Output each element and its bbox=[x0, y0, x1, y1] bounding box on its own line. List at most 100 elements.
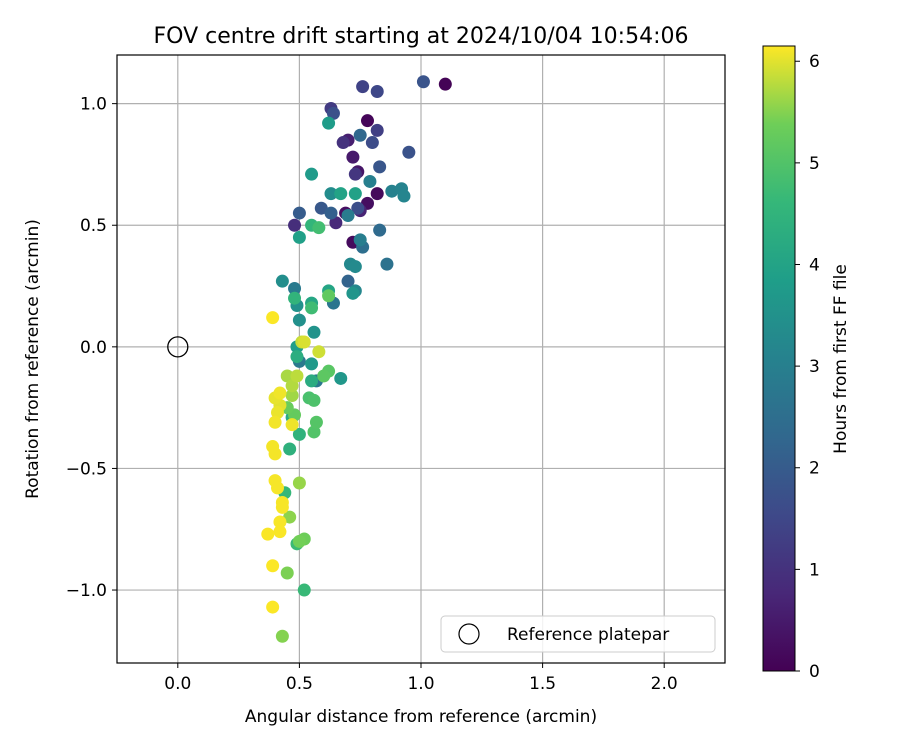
data-point bbox=[268, 415, 282, 429]
data-point bbox=[314, 201, 328, 215]
data-point bbox=[280, 566, 294, 580]
data-point bbox=[275, 274, 289, 288]
x-tick-label: 0.0 bbox=[164, 674, 191, 694]
data-point bbox=[348, 167, 362, 181]
data-point bbox=[266, 559, 280, 573]
data-point bbox=[385, 184, 399, 198]
colorbar-tick-label: 5 bbox=[809, 154, 820, 174]
data-point bbox=[285, 388, 299, 402]
colorbar-tick-label: 2 bbox=[809, 459, 820, 479]
data-point bbox=[307, 425, 321, 439]
reference-point bbox=[167, 336, 189, 358]
data-point bbox=[275, 500, 289, 514]
data-point bbox=[341, 209, 355, 223]
data-point bbox=[297, 583, 311, 597]
data-point bbox=[370, 84, 384, 98]
data-point bbox=[336, 136, 350, 150]
data-point bbox=[348, 260, 362, 274]
data-point bbox=[292, 313, 306, 327]
data-point bbox=[402, 145, 416, 159]
data-point bbox=[292, 427, 306, 441]
data-point bbox=[290, 369, 304, 383]
data-point bbox=[305, 374, 319, 388]
y-axis-ticks: −1.0 −0.5 0.0 0.5 1.0 bbox=[66, 95, 117, 601]
data-point bbox=[307, 325, 321, 339]
y-tick-label: 0.0 bbox=[80, 338, 107, 358]
data-point bbox=[283, 442, 297, 456]
colorbar-tick-label: 6 bbox=[809, 52, 820, 72]
data-point bbox=[329, 216, 343, 230]
data-point bbox=[324, 187, 338, 201]
data-points bbox=[261, 75, 452, 643]
colorbar-tick-label: 1 bbox=[809, 560, 820, 580]
data-point bbox=[266, 311, 280, 325]
data-point bbox=[363, 174, 377, 188]
data-point bbox=[307, 393, 321, 407]
colorbar-label: Hours from first FF file bbox=[831, 264, 851, 454]
legend-label: Reference platepar bbox=[507, 625, 669, 645]
data-point bbox=[268, 447, 282, 461]
data-point bbox=[273, 386, 287, 400]
data-point bbox=[322, 289, 336, 303]
data-point bbox=[285, 379, 299, 393]
data-point bbox=[292, 534, 306, 548]
chart-title: FOV centre drift starting at 2024/10/04 … bbox=[154, 24, 689, 49]
colorbar-tick-label: 4 bbox=[809, 255, 820, 275]
data-point bbox=[288, 281, 302, 295]
data-point bbox=[305, 301, 319, 315]
data-point bbox=[297, 335, 311, 349]
data-point bbox=[334, 187, 348, 201]
legend-box bbox=[440, 615, 716, 653]
y-tick-label: 0.5 bbox=[80, 216, 107, 236]
data-point bbox=[370, 187, 384, 201]
data-point bbox=[273, 515, 287, 529]
data-point bbox=[271, 481, 285, 495]
data-point bbox=[348, 187, 362, 201]
data-point bbox=[273, 525, 287, 539]
colorbar-gradient bbox=[762, 45, 796, 672]
data-point bbox=[351, 201, 365, 215]
data-point bbox=[353, 233, 367, 247]
data-point bbox=[397, 189, 411, 203]
data-point bbox=[266, 600, 280, 614]
data-point bbox=[346, 286, 360, 300]
data-point bbox=[360, 114, 374, 128]
data-point bbox=[290, 350, 304, 364]
colorbar-ticks: 0 1 2 3 4 5 6 bbox=[795, 52, 820, 682]
data-point bbox=[280, 369, 294, 383]
reference-marker bbox=[167, 336, 189, 358]
data-point bbox=[334, 371, 348, 385]
data-point bbox=[309, 415, 323, 429]
data-point bbox=[305, 357, 319, 371]
x-tick-label: 2.0 bbox=[651, 674, 678, 694]
data-point bbox=[288, 291, 302, 305]
data-point bbox=[271, 406, 285, 420]
data-point bbox=[353, 128, 367, 142]
data-point bbox=[370, 123, 384, 137]
data-point bbox=[261, 527, 275, 541]
data-point bbox=[380, 257, 394, 271]
data-point bbox=[275, 629, 289, 643]
grid bbox=[117, 55, 725, 663]
data-point bbox=[292, 476, 306, 490]
data-point bbox=[317, 369, 331, 383]
data-point bbox=[326, 106, 340, 120]
data-point bbox=[346, 150, 360, 164]
colorbar-tick-label: 3 bbox=[809, 357, 820, 377]
data-point bbox=[322, 116, 336, 130]
data-point bbox=[312, 221, 326, 235]
y-tick-label: −0.5 bbox=[66, 459, 107, 479]
x-tick-label: 0.5 bbox=[286, 674, 313, 694]
data-point bbox=[324, 206, 338, 220]
data-point bbox=[288, 218, 302, 232]
data-point bbox=[365, 136, 379, 150]
data-point bbox=[283, 510, 297, 524]
data-point bbox=[356, 80, 370, 94]
x-axis-ticks: 0.0 0.5 1.0 1.5 2.0 bbox=[164, 663, 678, 694]
y-axis-label: Rotation from reference (arcmin) bbox=[23, 219, 43, 499]
legend-reference-icon bbox=[458, 623, 480, 645]
data-point bbox=[312, 345, 326, 359]
data-point bbox=[292, 230, 306, 244]
data-point bbox=[285, 418, 299, 432]
